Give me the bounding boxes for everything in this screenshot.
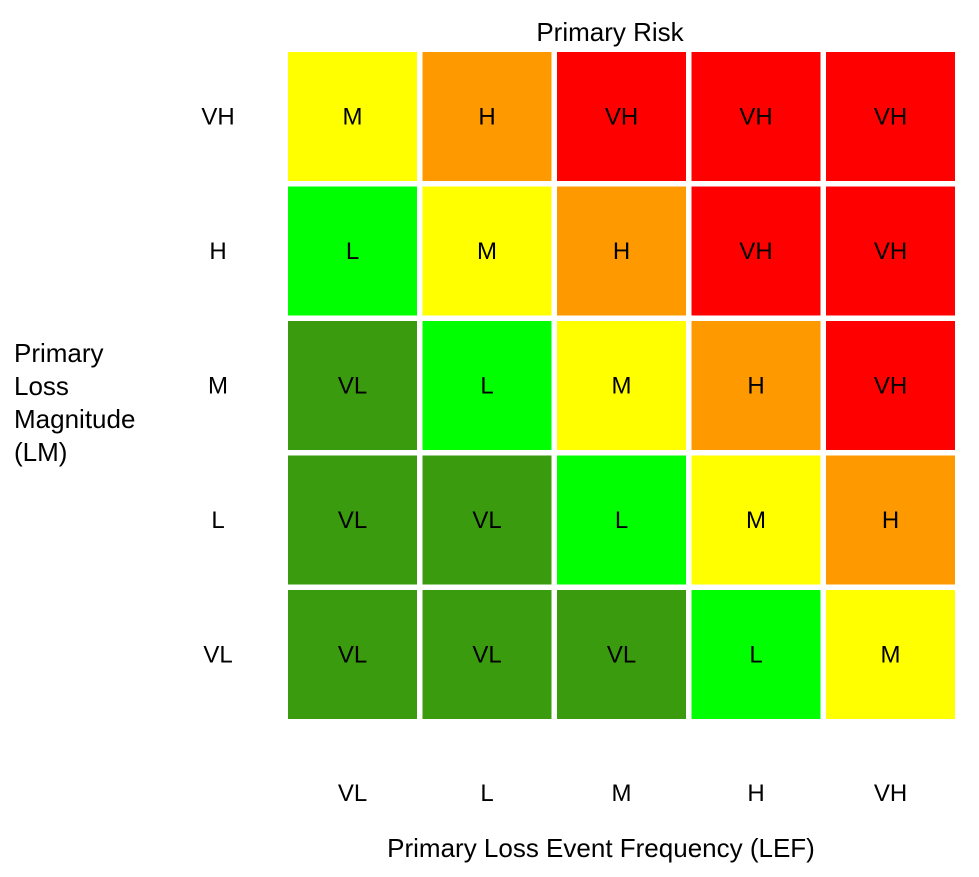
risk-cell-fill xyxy=(288,590,417,719)
x-tick-label: L xyxy=(480,780,493,807)
y-tick-label: VH xyxy=(201,104,234,131)
risk-cell: H xyxy=(557,186,686,316)
risk-cell: M xyxy=(422,186,552,316)
risk-cell-fill xyxy=(422,455,552,585)
risk-cell-label: VH xyxy=(739,104,772,131)
risk-cell-label: M xyxy=(881,642,901,669)
risk-cell-label: L xyxy=(346,238,359,265)
risk-cell-fill xyxy=(826,52,955,181)
risk-cell-fill xyxy=(691,52,821,181)
risk-cell-label: L xyxy=(480,373,493,400)
risk-cell-fill xyxy=(826,186,955,316)
risk-cell-fill xyxy=(691,321,821,450)
risk-cell: M xyxy=(826,590,955,719)
x-tick-label: H xyxy=(747,780,764,807)
risk-cell: VL xyxy=(288,590,417,719)
risk-cell-label: H xyxy=(613,238,630,265)
risk-cell-label: VL xyxy=(472,507,501,534)
y-tick-label: VL xyxy=(203,642,232,669)
risk-cell: VL xyxy=(422,455,552,585)
chart-title: Primary Risk xyxy=(536,17,684,47)
risk-cell-label: H xyxy=(747,373,764,400)
risk-cell-label: VL xyxy=(338,373,367,400)
risk-cell-fill xyxy=(422,186,552,316)
risk-cell-label: VH xyxy=(874,238,907,265)
risk-cell: M xyxy=(691,455,821,585)
risk-cell-label: VL xyxy=(338,642,367,669)
risk-cell-label: VH xyxy=(605,104,638,131)
risk-cell-fill xyxy=(288,52,417,181)
risk-cell: VL xyxy=(288,321,417,450)
risk-cell: H xyxy=(826,455,955,585)
risk-cell-fill xyxy=(691,590,821,719)
y-axis-title-line: Primary xyxy=(14,338,104,368)
x-tick-label: VH xyxy=(874,780,907,807)
risk-cell: VH xyxy=(826,186,955,316)
risk-cell-fill xyxy=(422,52,552,181)
y-axis-tick-labels: VH H M L VL xyxy=(201,104,234,669)
risk-cell-label: L xyxy=(749,642,762,669)
risk-cell-fill xyxy=(557,186,686,316)
risk-cell-fill xyxy=(826,590,955,719)
risk-cell: L xyxy=(288,186,417,316)
risk-cell: VH xyxy=(826,321,955,450)
risk-cell-fill xyxy=(557,455,686,585)
y-axis-title-line: Loss xyxy=(14,371,69,401)
x-tick-label: VL xyxy=(338,780,367,807)
risk-cell: VH xyxy=(826,52,955,181)
risk-cell: VH xyxy=(691,52,821,181)
risk-cell-label: VL xyxy=(472,642,501,669)
risk-cell-label: VH xyxy=(739,238,772,265)
risk-cell: VL xyxy=(557,590,686,719)
risk-cell-fill xyxy=(288,321,417,450)
risk-cell-fill xyxy=(691,455,821,585)
risk-cell-fill xyxy=(557,52,686,181)
risk-cell-label: VH xyxy=(874,104,907,131)
risk-cell-label: VL xyxy=(338,507,367,534)
risk-cell-label: VH xyxy=(874,373,907,400)
risk-cell-fill xyxy=(691,186,821,316)
x-tick-label: M xyxy=(612,780,632,807)
risk-grid: M H VH VH VH L M H VH VH VL L M H VH VL VL L M H VL VL VL L M xyxy=(288,52,955,719)
risk-cell-fill xyxy=(557,321,686,450)
risk-cell-label: M xyxy=(746,507,766,534)
y-tick-label: L xyxy=(211,507,224,534)
risk-cell-fill xyxy=(422,590,552,719)
risk-cell: VL xyxy=(422,590,552,719)
risk-cell-label: H xyxy=(882,507,899,534)
risk-cell: M xyxy=(288,52,417,181)
x-axis-tick-labels: VL L M H VH xyxy=(338,780,907,807)
risk-cell-fill xyxy=(826,455,955,585)
y-tick-label: H xyxy=(209,238,226,265)
risk-cell: H xyxy=(422,52,552,181)
y-tick-label: M xyxy=(208,373,228,400)
risk-cell-fill xyxy=(288,455,417,585)
risk-cell-label: VL xyxy=(607,642,636,669)
x-axis-title: Primary Loss Event Frequency (LEF) xyxy=(387,833,815,863)
risk-cell-fill xyxy=(288,186,417,316)
risk-cell-fill xyxy=(557,590,686,719)
risk-cell: H xyxy=(691,321,821,450)
risk-cell-label: L xyxy=(615,507,628,534)
risk-cell-label: M xyxy=(612,373,632,400)
risk-cell-fill xyxy=(826,321,955,450)
risk-cell-label: M xyxy=(343,104,363,131)
y-axis-title-line: (LM) xyxy=(14,437,67,467)
risk-cell: L xyxy=(422,321,552,450)
risk-cell: VL xyxy=(288,455,417,585)
risk-cell-label: H xyxy=(478,104,495,131)
y-axis-title-line: Magnitude xyxy=(14,404,135,434)
risk-cell: VH xyxy=(557,52,686,181)
risk-cell: L xyxy=(691,590,821,719)
risk-cell-fill xyxy=(422,321,552,450)
risk-cell: L xyxy=(557,455,686,585)
risk-cell-label: M xyxy=(477,238,497,265)
risk-cell: M xyxy=(557,321,686,450)
risk-cell: VH xyxy=(691,186,821,316)
